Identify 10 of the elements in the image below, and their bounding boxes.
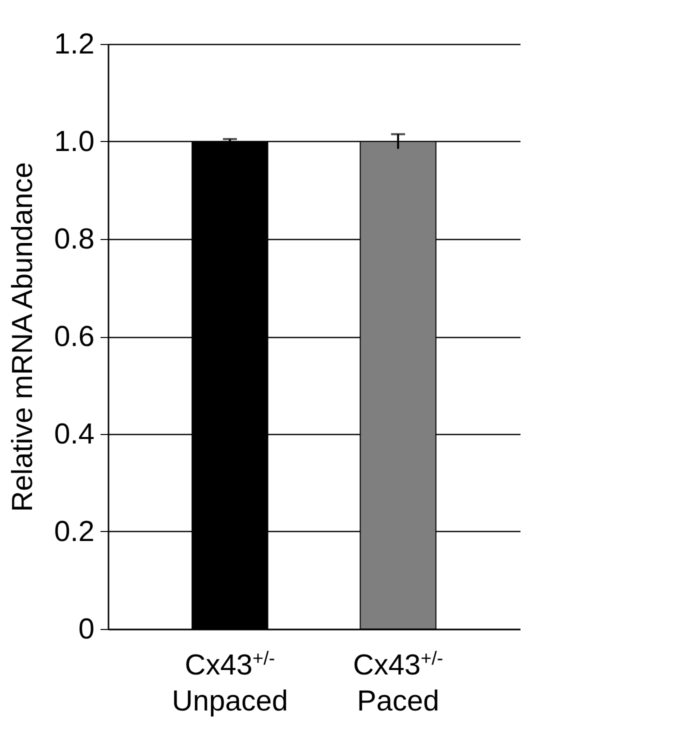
x-tick-label: Cx43$^{+/-}$ Unpaced	[172, 647, 288, 718]
y-axis-title: Relative mRNA Abundance	[7, 162, 40, 512]
x-tick-label: Cx43$^{+/-}$ Paced	[352, 647, 444, 718]
y-tick-label: 1.2	[54, 28, 94, 60]
y-tick-label: 0	[78, 614, 94, 646]
y-tick-label: 0.4	[54, 418, 94, 450]
y-tick-label: 1.0	[54, 126, 94, 158]
y-tick-label: 0.8	[54, 224, 94, 256]
y-tick-label: 0.6	[54, 321, 94, 353]
y-tick-label: 0.2	[54, 516, 94, 548]
